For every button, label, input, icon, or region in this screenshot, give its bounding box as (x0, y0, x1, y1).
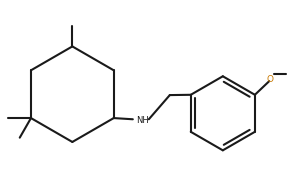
Text: NH: NH (137, 116, 149, 125)
Text: O: O (267, 76, 274, 84)
